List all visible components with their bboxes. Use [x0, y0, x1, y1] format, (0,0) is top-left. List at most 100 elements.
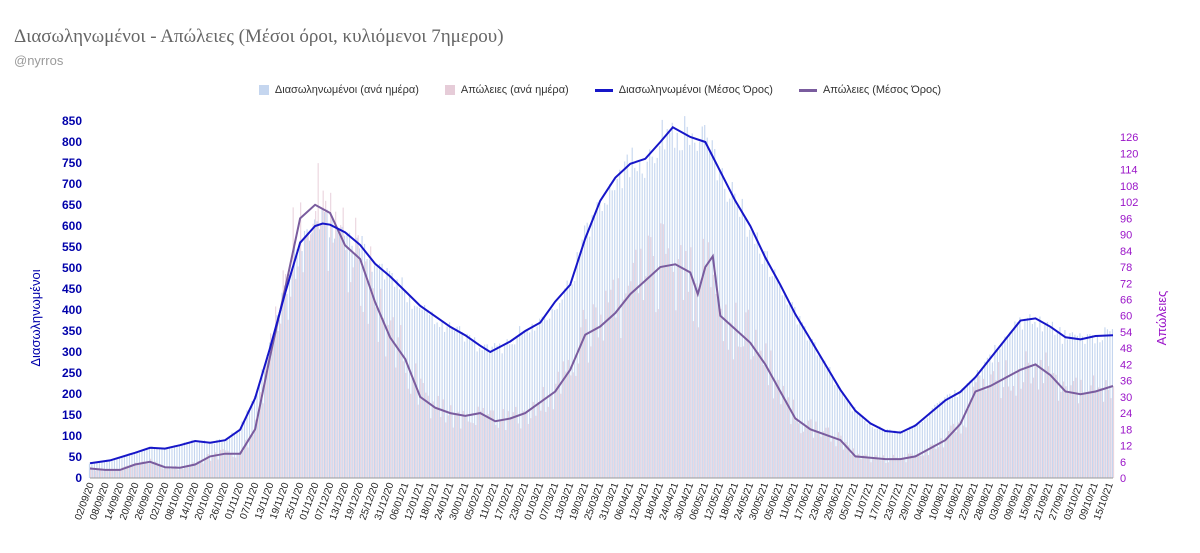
intubated-daily-bar — [93, 462, 96, 478]
intubated-daily-bar — [273, 334, 276, 478]
intubated-daily-bar — [509, 344, 511, 478]
intubated-daily-bar — [739, 216, 741, 478]
deaths-daily-bar — [210, 460, 212, 478]
intubated-daily-bar — [969, 380, 971, 478]
deaths-daily-bar — [1052, 372, 1055, 478]
intubated-daily-bar — [589, 236, 591, 478]
intubated-daily-bar — [874, 428, 876, 478]
deaths-daily-bar — [610, 289, 612, 478]
intubated-daily-bar — [546, 320, 548, 478]
deaths-daily-bar — [735, 302, 737, 478]
deaths-daily-bar — [472, 423, 474, 478]
deaths-daily-bar — [1110, 398, 1112, 478]
intubated-daily-bar — [476, 351, 478, 478]
deaths-daily-bar — [630, 281, 632, 478]
deaths-daily-bar — [280, 323, 282, 478]
intubated-daily-bar — [761, 264, 763, 478]
intubated-daily-bar — [779, 284, 781, 478]
intubated-daily-bar — [631, 147, 633, 478]
deaths-daily-bar — [935, 448, 937, 478]
legend-item-intubated-daily[interactable]: Διασωληνωμένοι (ανά ημέρα) — [258, 84, 419, 96]
intubated-daily-bar — [961, 388, 963, 478]
intubated-daily-bar — [456, 326, 458, 478]
intubated-daily-bar — [726, 201, 728, 478]
intubated-daily-bar — [323, 212, 326, 479]
deaths-daily-bar — [1072, 381, 1075, 478]
deaths-daily-bar — [1042, 383, 1045, 478]
intubated-daily-bar — [364, 243, 366, 478]
intubated-daily-bar — [941, 400, 943, 478]
intubated-daily-bar — [491, 346, 493, 478]
deaths-daily-bar — [900, 459, 902, 478]
deaths-daily-bar — [342, 207, 344, 478]
deaths-daily-bar — [325, 200, 327, 479]
deaths-daily-bar — [137, 463, 139, 478]
intubated-daily-bar — [686, 126, 688, 478]
intubated-daily-bar — [1046, 321, 1048, 478]
deaths-daily-bar — [335, 211, 337, 478]
deaths-daily-bar — [135, 462, 137, 478]
deaths-daily-bar — [240, 451, 242, 478]
intubated-daily-bar — [936, 403, 938, 478]
deaths-daily-bar — [1097, 387, 1100, 478]
intubated-daily-bar — [921, 421, 923, 478]
intubated-daily-bar — [944, 397, 946, 478]
deaths-average-line — [89, 203, 1114, 471]
deaths-daily-bar — [535, 415, 537, 478]
intubated-daily-bar — [926, 417, 928, 478]
deaths-daily-bar — [930, 444, 932, 478]
intubated-daily-bar — [1016, 322, 1018, 478]
intubated-daily-bar — [454, 330, 456, 478]
intubated-daily-bar — [218, 438, 221, 478]
deaths-daily-bar — [777, 379, 779, 478]
intubated-daily-bar — [1034, 321, 1036, 478]
deaths-daily-bar — [787, 397, 789, 478]
intubated-daily-bar — [584, 225, 586, 478]
deaths-daily-bar — [200, 461, 202, 478]
deaths-daily-bar — [445, 422, 447, 478]
deaths-daily-bar — [530, 418, 532, 478]
intubated-daily-bar — [629, 177, 631, 479]
deaths-daily-bar — [850, 454, 852, 478]
deaths-daily-bar — [555, 383, 557, 478]
intubated-daily-bar — [621, 188, 623, 478]
intubated-daily-bar — [296, 249, 298, 478]
deaths-daily-bar — [680, 245, 682, 478]
y-tick-label: 200 — [62, 387, 82, 401]
intubated-daily-bar — [1026, 317, 1028, 478]
deaths-daily-bar — [652, 255, 654, 478]
legend-item-deaths-avg[interactable]: Απώλειες (Μέσος Όρος) — [798, 84, 941, 96]
deaths-daily-bar — [692, 321, 694, 478]
intubated-daily-bar — [116, 458, 118, 478]
intubated-daily-bar — [569, 286, 571, 478]
y2-tick-label: 96 — [1120, 213, 1132, 225]
legend-item-deaths-daily[interactable]: Απώλειες (ανά ημέρα) — [444, 84, 569, 96]
intubated-daily-bar — [211, 442, 213, 478]
deaths-daily-bar — [412, 378, 414, 478]
intubated-daily-bar — [1061, 343, 1063, 478]
intubated-daily-bar — [366, 259, 368, 478]
deaths-daily-bar — [337, 232, 339, 478]
deaths-daily-bar — [400, 325, 402, 478]
intubated-daily-bar — [749, 229, 751, 478]
intubated-daily-bar — [571, 284, 573, 478]
intubated-daily-bar — [1074, 334, 1076, 478]
deaths-daily-bar — [752, 356, 754, 478]
intubated-daily-bar — [271, 342, 273, 478]
intubated-daily-bar — [539, 318, 541, 478]
intubated-daily-bar — [201, 440, 203, 478]
deaths-daily-bar — [830, 441, 832, 478]
intubated-daily-bar — [208, 441, 211, 478]
intubated-daily-bar — [316, 221, 318, 479]
deaths-daily-bar — [440, 416, 442, 478]
intubated-daily-bar — [559, 302, 561, 478]
intubated-daily-bar — [769, 276, 771, 478]
intubated-daily-bar — [824, 360, 826, 478]
deaths-daily-bar — [220, 449, 222, 478]
deaths-daily-bar — [300, 202, 302, 478]
intubated-daily-bar — [263, 371, 266, 478]
deaths-daily-bar — [1037, 389, 1040, 478]
deaths-daily-bar — [420, 378, 422, 478]
legend-item-intubated-avg[interactable]: Διασωληνωμένοι (Μέσος Όρος) — [594, 84, 773, 96]
deaths-daily-bar — [1077, 403, 1080, 478]
